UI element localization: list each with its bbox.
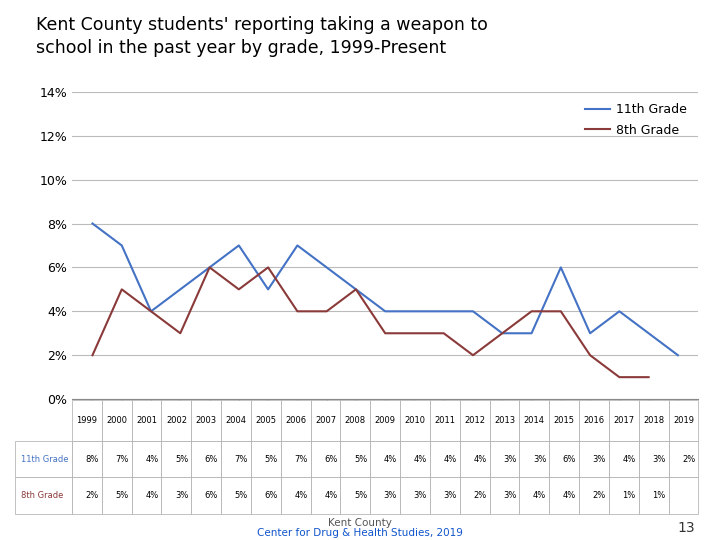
Legend: 11th Grade, 8th Grade: 11th Grade, 8th Grade xyxy=(580,98,692,141)
Text: Center for Drug & Health Studies, 2019: Center for Drug & Health Studies, 2019 xyxy=(257,528,463,538)
Text: Kent County students' reporting taking a weapon to
school in the past year by gr: Kent County students' reporting taking a… xyxy=(36,16,488,57)
Text: Kent County: Kent County xyxy=(328,518,392,529)
Text: 13: 13 xyxy=(678,521,695,535)
